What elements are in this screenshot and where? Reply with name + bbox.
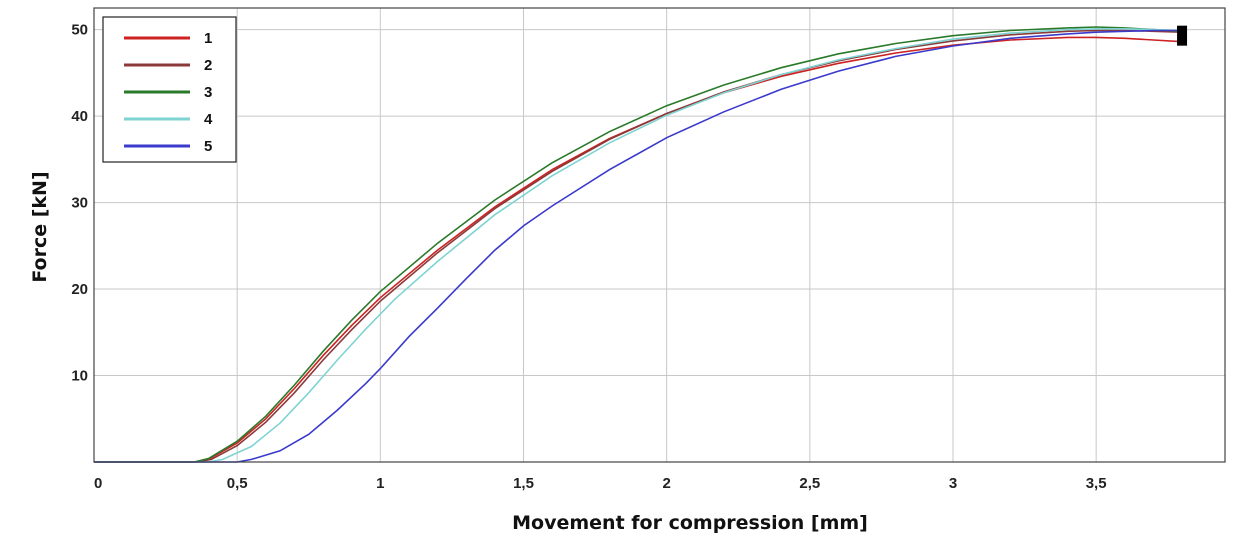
end-marker-box [1177, 25, 1188, 46]
y-axis-title: Force [kN] [29, 171, 51, 283]
x-tick-label: 0 [94, 475, 102, 492]
plot-frame [93, 7, 1226, 463]
legend-label-1: 1 [204, 30, 212, 47]
series-line-5 [94, 29, 1183, 463]
series-line-4 [94, 28, 1183, 463]
legend-label-4: 4 [204, 111, 213, 128]
y-tick-label: 40 [71, 108, 88, 125]
x-tick-label: 0,5 [227, 475, 248, 492]
x-axis-title: Movement for compression [mm] [512, 512, 868, 534]
y-tick-label: 50 [71, 22, 88, 39]
series-line-2 [94, 29, 1183, 463]
legend-label-5: 5 [204, 138, 212, 155]
x-tick-label: 2 [662, 475, 670, 492]
end-marker [1177, 25, 1188, 46]
x-axis-ticks: 0 0,5 1 1,5 2 2,5 3 3,5 [94, 475, 1107, 492]
y-tick-label: 10 [71, 368, 88, 385]
legend: 1 2 3 4 5 [102, 16, 237, 163]
series-lines [94, 26, 1183, 463]
x-tick-label: 2,5 [799, 475, 820, 492]
y-tick-label: 20 [71, 281, 88, 298]
x-tick-label: 3 [949, 475, 957, 492]
series-line-3 [94, 26, 1183, 463]
y-tick-label: 30 [71, 195, 88, 212]
legend-box [102, 16, 237, 163]
x-tick-label: 1 [376, 475, 384, 492]
legend-label-3: 3 [204, 84, 212, 101]
x-tick-label: 1,5 [513, 475, 534, 492]
series-line-1 [94, 36, 1183, 463]
y-axis-ticks: 10 20 30 40 50 [71, 22, 88, 385]
grid-lines [93, 8, 1225, 462]
legend-label-2: 2 [204, 57, 212, 74]
x-tick-label: 3,5 [1086, 475, 1107, 492]
